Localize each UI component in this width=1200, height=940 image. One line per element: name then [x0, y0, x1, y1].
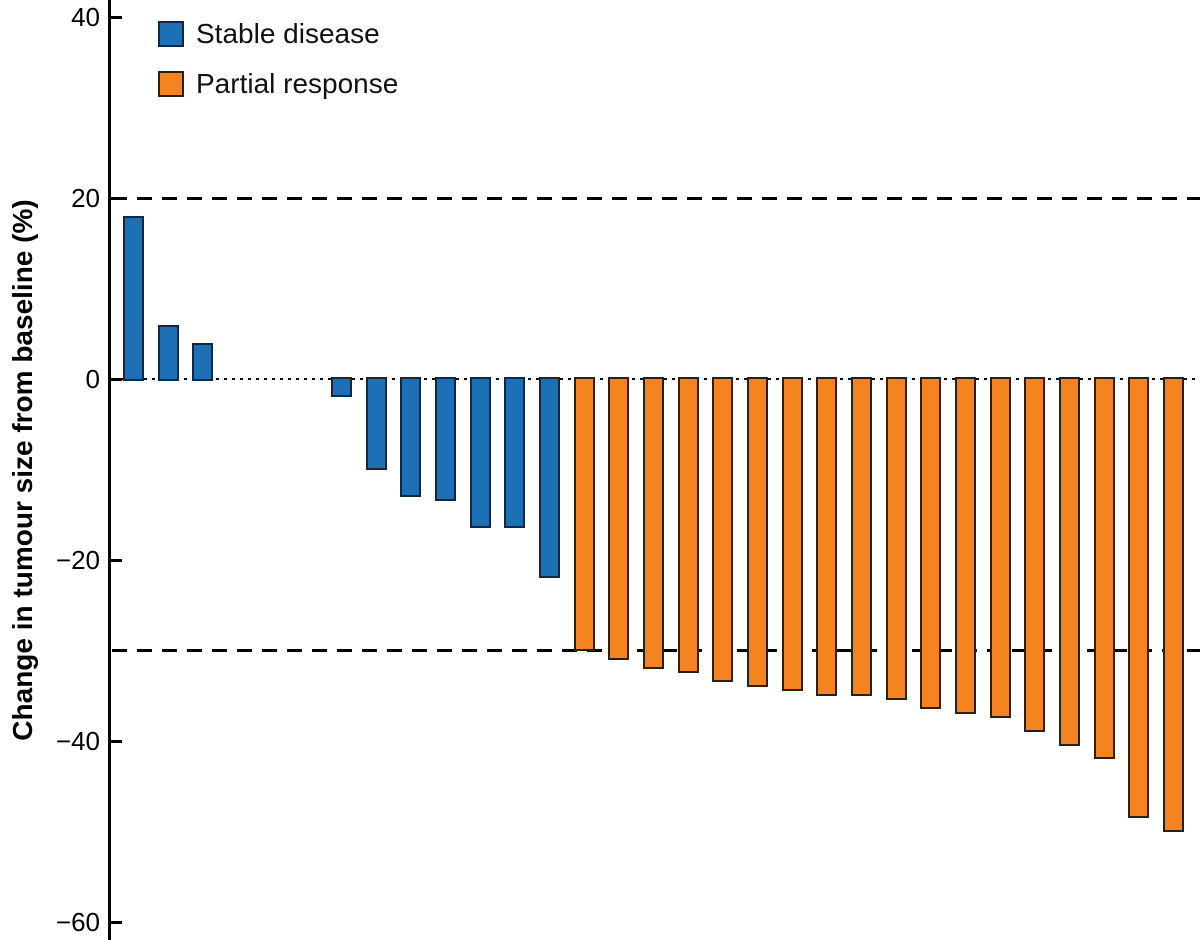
- legend-swatch-stable-disease-icon: [158, 21, 184, 47]
- bar-partial: [608, 377, 629, 660]
- bar-stable: [539, 377, 560, 579]
- bar-partial: [574, 377, 595, 651]
- bar-partial: [1163, 377, 1184, 832]
- bar-stable: [470, 377, 491, 529]
- y-tick-label: 40: [71, 2, 100, 32]
- reference-line-20: [112, 196, 1200, 200]
- bar-partial: [886, 377, 907, 701]
- bar-stable: [123, 216, 144, 381]
- bar-partial: [643, 377, 664, 669]
- y-tick-label: 0: [85, 364, 100, 394]
- y-tick-mark: [111, 196, 122, 200]
- bar-partial: [1094, 377, 1115, 760]
- y-axis-line: [108, 0, 111, 940]
- bar-stable: [192, 342, 213, 381]
- bar-partial: [782, 377, 803, 692]
- y-tick-mark: [111, 377, 122, 381]
- bar-partial: [851, 377, 872, 696]
- legend-item-partial-response: Partial response: [158, 66, 398, 102]
- legend-label-partial-response: Partial response: [196, 68, 399, 99]
- y-tick-mark: [111, 15, 122, 19]
- y-tick-label: −20: [55, 545, 100, 575]
- legend-swatch-partial-response-icon: [158, 71, 184, 97]
- y-axis-title-area: Change in tumour size from baseline (%): [0, 0, 46, 940]
- bar-stable: [435, 377, 456, 502]
- bar-partial: [678, 377, 699, 674]
- legend: Stable disease Partial response: [158, 16, 398, 116]
- bar-stable: [504, 377, 525, 529]
- bar-partial: [816, 377, 837, 696]
- y-tick-mark: [111, 920, 122, 924]
- y-tick-label: 20: [71, 183, 100, 213]
- legend-label-stable-disease: Stable disease: [196, 18, 380, 49]
- y-axis-title: Change in tumour size from baseline (%): [7, 199, 38, 741]
- y-tick-label: −60: [55, 907, 100, 937]
- legend-item-stable-disease: Stable disease: [158, 16, 398, 52]
- bar-partial: [1128, 377, 1149, 818]
- bar-stable: [158, 324, 179, 381]
- y-tick-mark: [111, 739, 122, 743]
- bar-partial: [920, 377, 941, 710]
- bar-partial: [712, 377, 733, 683]
- y-tick-label: −40: [55, 726, 100, 756]
- bar-partial: [1059, 377, 1080, 746]
- bar-stable: [366, 377, 387, 470]
- y-tick-mark: [111, 558, 122, 562]
- bar-partial: [955, 377, 976, 714]
- bar-partial: [1024, 377, 1045, 732]
- bar-stable: [400, 377, 421, 497]
- bar-stable: [331, 377, 352, 398]
- bar-partial: [747, 377, 768, 687]
- bar-partial: [990, 377, 1011, 719]
